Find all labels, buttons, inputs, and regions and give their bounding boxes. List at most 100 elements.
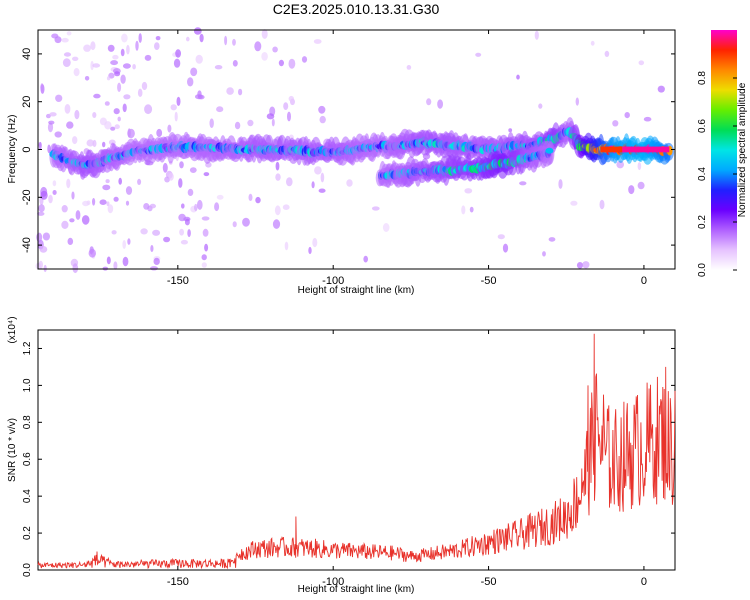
spectrogram-speckle	[314, 166, 322, 175]
spectrogram-speckle	[106, 201, 110, 207]
spectrogram-speckle	[226, 87, 234, 95]
spectrogram-peak-band	[600, 146, 604, 153]
spectrogram-speckle	[199, 33, 204, 43]
spectrogram-speckle	[508, 128, 513, 133]
snr-x-ticks: -150 -100 -50 0	[167, 330, 647, 588]
x-tick-label: -50	[481, 576, 497, 588]
spectrogram-speckle	[189, 167, 197, 174]
spectrogram-speckle	[40, 83, 44, 92]
spectrogram-speckle	[104, 101, 110, 106]
colorbar-tick-label: 0.8	[697, 71, 708, 85]
spectrogram-speckle	[179, 228, 185, 236]
spectrogram-speckle	[274, 205, 281, 216]
y-tick-label: 0.6	[22, 452, 33, 466]
spectrogram-speckle	[657, 85, 665, 93]
x-tick-label: -150	[167, 576, 189, 588]
spectrogram-peak-band	[634, 146, 639, 153]
spectrogram-speckle	[283, 102, 289, 110]
spectrogram-y-ticks: 40 20 0 -20 -40	[21, 48, 675, 253]
colorbar-gradient	[711, 30, 737, 270]
spectrogram-speckle	[38, 204, 45, 213]
y-tick-label: 0.2	[22, 526, 33, 540]
colorbar: 0.0 0.2 0.4 0.6 0.8 Normalized spectral ampl…	[697, 30, 748, 277]
spectrogram-speckle	[150, 266, 158, 271]
chart-title: C2E3.2025.010.13.31.G30	[273, 1, 440, 17]
spectrogram-speckle	[216, 106, 224, 113]
spectrogram-speckle	[301, 56, 308, 63]
spectrogram-speckle	[320, 172, 325, 183]
spectrogram-speckle	[117, 116, 121, 122]
spectrogram-speckle	[155, 36, 161, 41]
spectrogram-speckle	[162, 162, 168, 173]
spectrogram-speckle	[203, 172, 210, 177]
spectrogram-peak-band	[650, 146, 654, 153]
spectrogram-speckle	[111, 230, 117, 235]
y-tick-label: 1.0	[22, 378, 33, 392]
spectrogram-peak-band	[653, 146, 657, 153]
spectrogram-speckle	[38, 260, 43, 269]
spectrogram-speckle	[113, 196, 119, 202]
spectrogram-speckle	[52, 180, 57, 187]
colorbar-label: Normalized spectral amplitude	[737, 82, 748, 217]
spectrogram-speckle	[105, 179, 110, 184]
spectrogram-speckle	[202, 228, 209, 237]
spectrogram-speckle	[238, 88, 243, 96]
spectrogram-speckle	[102, 184, 111, 191]
spectrogram-speckle	[346, 179, 353, 187]
spectrogram-peak-band	[640, 146, 645, 153]
spectrogram-speckle	[255, 196, 261, 204]
spectrogram-speckle	[153, 257, 160, 265]
spectrogram-speckle	[176, 96, 181, 106]
spectrogram-speckle	[112, 54, 119, 60]
spectrogram-peak-band	[603, 146, 608, 153]
y-tick-label: 0.8	[22, 415, 33, 429]
spectrogram-speckle	[363, 255, 369, 263]
spectrogram-speckle	[63, 52, 72, 57]
spectrogram-speckle	[194, 203, 198, 212]
spectrogram-speckle	[266, 113, 275, 120]
spectrogram-speckle	[284, 241, 289, 251]
spectrogram-speckle	[173, 58, 181, 68]
spectrogram-speckle	[154, 42, 160, 50]
spectrogram-speckle	[308, 246, 312, 255]
snr-frame	[37, 329, 676, 571]
spectrogram-speckle	[52, 190, 57, 195]
spectrogram-speckle	[175, 49, 182, 58]
x-tick-label: -50	[481, 275, 497, 287]
spectrogram-speckle	[113, 261, 118, 270]
spectrogram-speckle	[261, 52, 268, 61]
spectrogram-speckle	[406, 65, 412, 70]
spectrogram-speckle	[248, 193, 253, 201]
spectrogram-speckle	[81, 215, 90, 225]
colorbar-tick-label: 0.4	[697, 167, 708, 181]
spectrogram-speckle	[61, 220, 69, 229]
spectrogram-speckle	[232, 60, 238, 67]
spectrogram-speckle	[127, 238, 131, 245]
spectrogram-speckle	[272, 219, 281, 229]
spectrogram-speckle	[123, 94, 131, 100]
spectrogram-speckle	[73, 68, 80, 77]
spectrogram-cells	[35, 27, 675, 274]
spectrogram-speckle	[254, 41, 262, 52]
spectrogram-speckle	[107, 204, 114, 214]
spectrogram-speckle	[93, 93, 101, 99]
spectrogram-peak-band	[637, 146, 642, 153]
spectrogram-speckle	[616, 160, 624, 169]
spectrogram-speckle	[548, 237, 556, 242]
spectrogram-speckle	[426, 98, 432, 106]
spectrogram-speckle	[126, 44, 130, 55]
spectrogram-speckle	[118, 177, 122, 185]
spectrogram-speckle	[71, 191, 75, 200]
spectrogram-speckle	[278, 59, 284, 67]
spectrogram-speckle	[201, 254, 207, 261]
spectrogram-speckle	[582, 261, 590, 269]
spectrogram-speckle	[156, 128, 163, 138]
spectrogram-speckle	[42, 232, 51, 241]
spectrogram-speckle	[187, 229, 191, 238]
y-tick-label: -20	[21, 189, 33, 205]
y-tick-label: 40	[21, 48, 33, 60]
spectrogram-speckle	[502, 243, 509, 253]
spectrogram-speckle	[90, 41, 96, 51]
spectrogram-speckle	[272, 46, 278, 53]
spectrogram-speckle	[461, 205, 466, 215]
